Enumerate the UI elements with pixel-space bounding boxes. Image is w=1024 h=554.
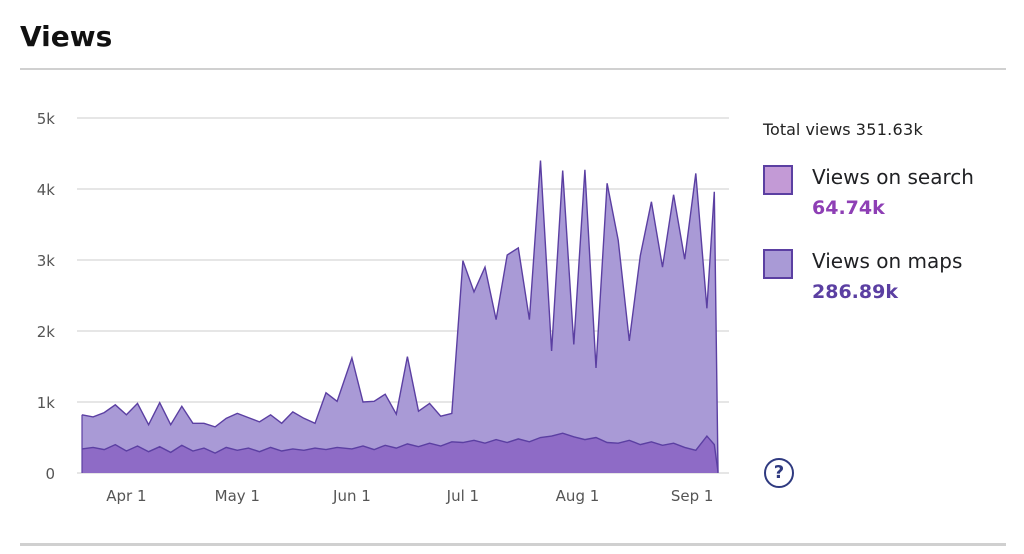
y-tick-label: 4k bbox=[37, 181, 56, 199]
x-tick-label: Apr 1 bbox=[106, 487, 146, 505]
total-views: Total views 351.63k bbox=[763, 120, 1013, 139]
x-axis-labels: Apr 1 May 1 Jun 1 Jul 1 Aug 1 Sep 1 bbox=[106, 487, 713, 505]
line-views-on-search bbox=[81, 432, 719, 472]
y-tick-label: 1k bbox=[37, 394, 56, 412]
y-tick-label: 5k bbox=[37, 110, 56, 128]
x-tick-label: Aug 1 bbox=[556, 487, 600, 505]
chart-legend: Total views 351.63k Views on search 64.7… bbox=[763, 116, 1013, 313]
legend-label-search: Views on search bbox=[812, 165, 974, 189]
x-tick-label: Sep 1 bbox=[671, 487, 714, 505]
line-views-total bbox=[81, 160, 719, 473]
bottom-divider bbox=[20, 543, 1006, 546]
area-views-on-search bbox=[82, 433, 718, 473]
chart-areas bbox=[81, 160, 719, 473]
legend-label-maps: Views on maps bbox=[812, 249, 963, 273]
area-views-on-maps bbox=[82, 160, 718, 472]
legend-swatch-search bbox=[763, 165, 793, 195]
question-circle-icon[interactable]: ? bbox=[764, 458, 794, 488]
legend-value-search: 64.74k bbox=[812, 197, 885, 219]
y-tick-label: 3k bbox=[37, 252, 56, 270]
title-divider bbox=[20, 68, 1006, 70]
total-views-label: Total views bbox=[763, 120, 851, 139]
page-title: Views bbox=[20, 20, 113, 53]
x-tick-label: Jul 1 bbox=[446, 487, 479, 505]
y-tick-label: 2k bbox=[37, 323, 56, 341]
legend-item-search: Views on search 64.74k bbox=[763, 165, 1013, 229]
legend-value-maps: 286.89k bbox=[812, 281, 898, 303]
total-views-value: 351.63k bbox=[855, 120, 924, 139]
legend-swatch-maps bbox=[763, 249, 793, 279]
x-tick-label: Jun 1 bbox=[332, 487, 371, 505]
legend-item-maps: Views on maps 286.89k bbox=[763, 249, 1013, 313]
x-tick-label: May 1 bbox=[215, 487, 260, 505]
y-tick-label: 0 bbox=[45, 465, 55, 483]
y-axis-labels: 0 1k 2k 3k 4k 5k bbox=[37, 110, 56, 483]
